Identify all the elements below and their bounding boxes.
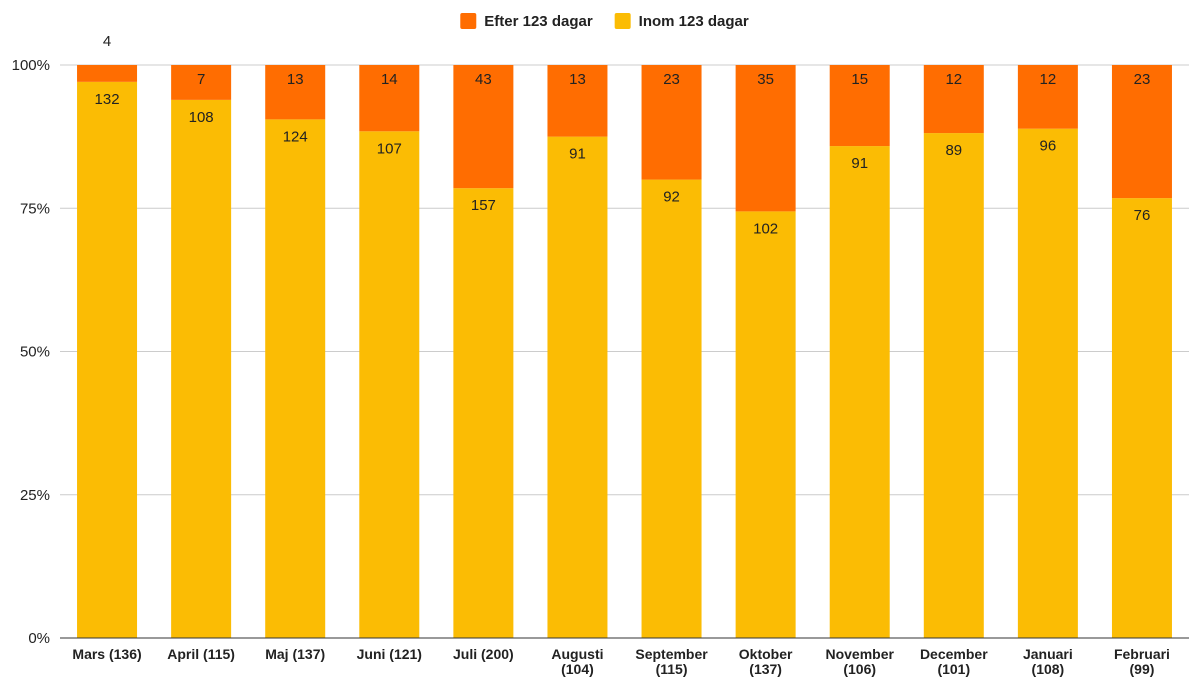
bar-segment-inom — [735, 211, 796, 639]
x-axis-categories: Mars (136) April (115) Maj (137) Juni (121)… — [72, 646, 1170, 677]
bar-segment-inom — [453, 188, 514, 638]
data-label-efter: 14 — [381, 71, 398, 88]
bars — [77, 65, 1172, 639]
bar-segment-inom — [1017, 128, 1078, 638]
data-label-efter: 7 — [197, 71, 205, 88]
x-category-label: (108) — [1032, 661, 1065, 677]
data-label-efter: 13 — [287, 71, 304, 88]
bar-segment-inom — [359, 131, 420, 638]
bar-segment-inom — [923, 133, 984, 638]
data-label-efter: 15 — [851, 71, 868, 88]
gridlines — [60, 64, 1189, 496]
data-label-inom: 108 — [189, 109, 214, 126]
bar-segment-efter — [735, 65, 796, 212]
data-label-inom: 91 — [569, 146, 586, 163]
bar-segment-efter — [453, 65, 514, 189]
x-category-label: April (115) — [167, 646, 235, 662]
y-axis-ticks: 0% 25% 50% 75% 100% — [12, 57, 50, 647]
bar-segment-inom — [641, 179, 702, 638]
data-label-efter: 4 — [103, 33, 111, 50]
x-category-label: Mars (136) — [72, 646, 141, 662]
x-category-label: Juni (121) — [357, 646, 422, 662]
bar-segment-inom — [829, 146, 890, 638]
bar-segment-efter — [1017, 65, 1078, 129]
y-tick-label: 75% — [20, 200, 50, 217]
bar-segment-efter — [359, 65, 420, 132]
y-tick-label: 100% — [12, 57, 50, 74]
bar-segment-efter — [547, 65, 608, 137]
x-category-label: Augusti — [551, 646, 603, 662]
x-category-label: December — [920, 646, 988, 662]
data-label-inom: 102 — [753, 220, 778, 237]
data-label-inom: 96 — [1040, 138, 1057, 155]
x-category-label: September — [635, 646, 708, 662]
bar-segment-inom — [547, 136, 608, 638]
y-tick-label: 0% — [28, 630, 50, 647]
x-category-label: (115) — [656, 661, 688, 677]
x-category-label: (99) — [1130, 661, 1155, 677]
legend-swatch — [614, 13, 631, 29]
data-label-inom: 91 — [851, 155, 868, 172]
x-category-label: Februari — [1114, 646, 1170, 662]
bar-segment-efter — [171, 65, 232, 100]
data-label-efter: 23 — [1134, 71, 1151, 88]
bar-segment-inom — [171, 99, 232, 639]
legend-label: Efter 123 dagar — [484, 13, 593, 30]
data-label-efter: 23 — [663, 71, 680, 88]
x-category-label: Juli (200) — [453, 646, 514, 662]
data-label-inom: 92 — [663, 189, 680, 206]
data-label-inom: 76 — [1134, 207, 1151, 224]
x-category-label: (101) — [937, 661, 970, 677]
bar-segment-inom — [1111, 198, 1172, 638]
data-label-inom: 107 — [377, 140, 402, 157]
data-label-efter: 12 — [945, 71, 962, 88]
data-labels: 132 4 108 7 124 13 107 14 157 43 91 13 92 23 102 35 91 15… — [95, 33, 1151, 237]
data-label-inom: 124 — [283, 128, 308, 145]
legend-swatch — [460, 13, 477, 29]
x-category-label: Oktober — [739, 646, 793, 662]
x-category-label: (104) — [561, 661, 594, 677]
bar-segment-efter — [1111, 65, 1172, 199]
data-label-efter: 35 — [757, 71, 774, 88]
data-label-inom: 157 — [471, 197, 496, 214]
y-tick-label: 50% — [20, 344, 50, 361]
legend: Efter 123 dagar Inom 123 dagar — [460, 13, 749, 30]
data-label-inom: 132 — [95, 91, 120, 108]
data-label-efter: 13 — [569, 71, 586, 88]
bar-segment-efter — [923, 65, 984, 134]
x-category-label: Maj (137) — [265, 646, 325, 662]
x-category-label: (137) — [749, 661, 782, 677]
data-label-efter: 43 — [475, 71, 492, 88]
data-label-efter: 12 — [1040, 71, 1057, 88]
bar-segment-efter — [641, 65, 702, 180]
y-tick-label: 25% — [20, 487, 50, 504]
x-category-label: Januari — [1023, 646, 1073, 662]
bar-segment-inom — [265, 119, 326, 639]
x-category-label: November — [825, 646, 894, 662]
bar-segment-efter — [829, 65, 890, 147]
bar-segment-efter — [265, 65, 326, 120]
bar-segment-efter — [77, 65, 138, 82]
data-label-inom: 89 — [945, 142, 962, 159]
bar-segment-inom — [77, 81, 138, 638]
legend-label: Inom 123 dagar — [639, 13, 749, 30]
x-category-label: (106) — [843, 661, 876, 677]
